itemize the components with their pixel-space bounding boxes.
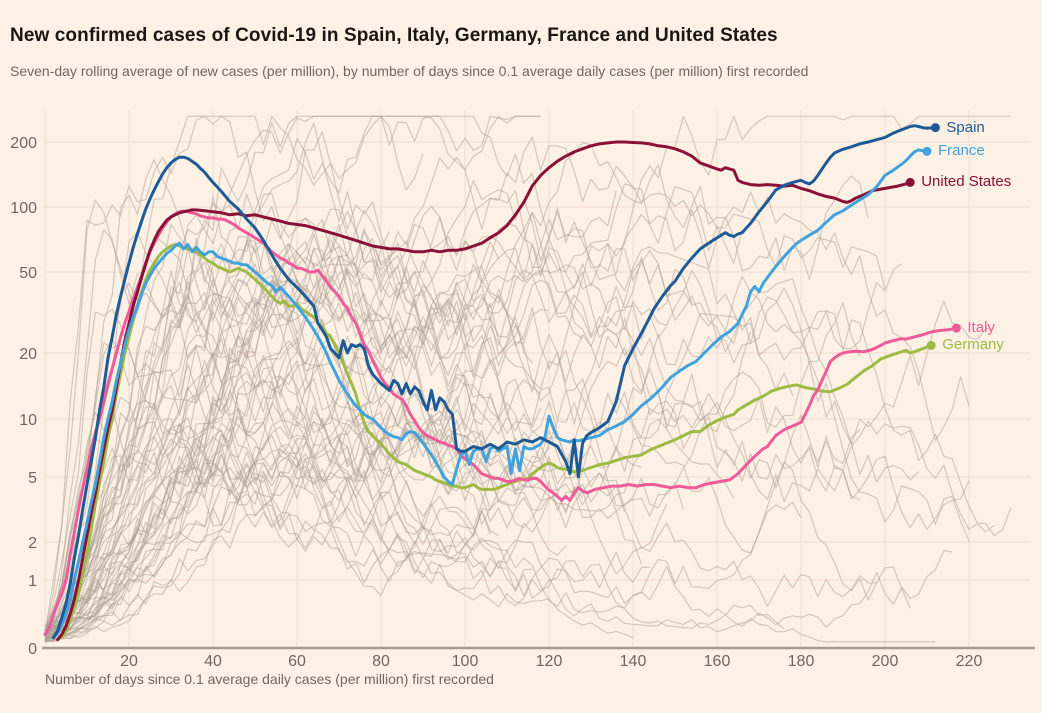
- background-country-lines: [44, 115, 1012, 643]
- svg-text:120: 120: [536, 653, 563, 670]
- svg-text:5: 5: [28, 470, 37, 487]
- series-label-germany: Germany: [942, 336, 1004, 354]
- svg-text:200: 200: [872, 653, 899, 670]
- svg-text:40: 40: [204, 653, 222, 670]
- series-germany: [60, 243, 936, 640]
- series-united-states: [56, 140, 915, 642]
- series-end-dot: [922, 146, 932, 156]
- x-axis-label: Number of days since 0.1 average daily c…: [45, 671, 494, 687]
- svg-text:140: 140: [620, 653, 647, 670]
- series-label-spain: Spain: [946, 118, 985, 136]
- svg-text:100: 100: [452, 653, 479, 670]
- series-end-dot: [926, 340, 936, 350]
- svg-text:200: 200: [10, 135, 37, 152]
- svg-text:20: 20: [19, 346, 37, 363]
- series-france: [51, 146, 932, 640]
- svg-text:50: 50: [19, 265, 37, 282]
- svg-text:220: 220: [956, 653, 983, 670]
- series-end-dot: [905, 177, 915, 187]
- series-end-dot: [951, 323, 961, 333]
- svg-text:1: 1: [28, 573, 37, 590]
- svg-text:0: 0: [28, 641, 37, 658]
- series-label-united-states: United States: [921, 173, 1012, 191]
- svg-text:160: 160: [704, 653, 731, 670]
- series-spain: [51, 123, 940, 640]
- svg-text:60: 60: [288, 653, 306, 670]
- svg-text:80: 80: [372, 653, 390, 670]
- svg-text:2: 2: [28, 535, 37, 552]
- y-axis-tick-labels: 0 1 2 5 10 20 50 100 200: [10, 135, 37, 658]
- svg-text:100: 100: [10, 200, 37, 217]
- svg-text:20: 20: [120, 653, 138, 670]
- series-end-dot: [930, 123, 940, 133]
- series-label-italy: Italy: [967, 319, 995, 337]
- x-axis-tick-labels: 20 40 60 80 100 120 140 160 180 200 220: [120, 653, 982, 670]
- svg-text:10: 10: [19, 412, 37, 429]
- svg-text:180: 180: [788, 653, 815, 670]
- chart-subtitle: Seven-day rolling average of new cases (…: [10, 63, 809, 79]
- series-label-france: France: [938, 142, 985, 160]
- chart-title: New confirmed cases of Covid-19 in Spain…: [10, 24, 778, 46]
